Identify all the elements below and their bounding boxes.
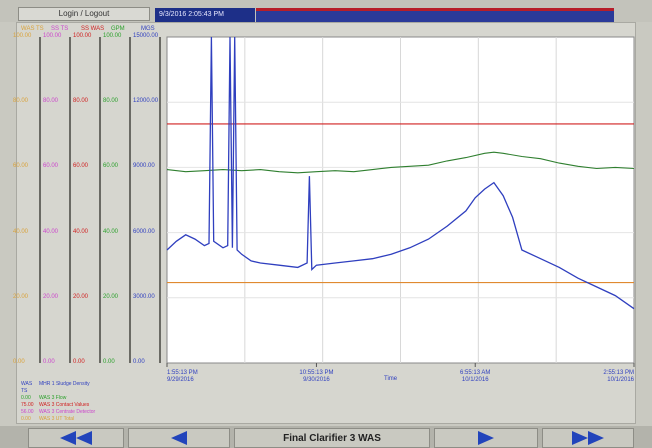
y-tick-label: 20.00 [13,293,29,300]
y-tick-label: 100.00 [73,33,92,39]
alarm-banner [256,8,614,22]
legend-row: 75.00 WAS 3 Contact Values [21,402,95,409]
axis-line-sludge [159,37,161,363]
x-tick-time: 1:55:13 PM [167,370,198,376]
axis-line-gph [129,37,131,363]
series-line-1 [166,36,635,310]
x-tick-date: 10/1/2016 [462,377,489,383]
legend-row: WAS TS MHR 1 Sludge Density [21,381,95,395]
y-tick-label: 3000.00 [133,293,155,300]
trend-chart: 1:55:13 PM9/29/2016 10:55:13 PM9/30/2016 6… [166,36,635,383]
legend-value: 56.00 [21,409,34,415]
legend-name: WAS 3 Contact Values [39,402,90,408]
legend-row: 56.00 WAS 3 Centrate Detector [21,409,95,416]
y-tick-label: 100.00 [13,33,32,39]
y-tick-label: 40.00 [73,228,89,235]
y-tick-label: 60.00 [43,163,59,170]
axis-header-sludge: MGS [141,26,155,32]
y-tick-label: 80.00 [43,98,59,105]
y-tick-label: 100.00 [43,33,62,39]
x-tick-time: 10:55:13 PM [299,370,333,376]
y-tick-label: 0.00 [13,359,25,365]
x-tick-date: 9/30/2016 [303,377,330,383]
login-logout-button[interactable]: Login / Logout [18,7,150,21]
trend-panel: WAS TS 100.00 80.00 60.00 40.00 20.00 0.00 SS T… [13,22,636,424]
legend-value: WAS TS [21,381,33,394]
fast-back-button[interactable] [28,428,124,448]
double-left-arrow-icon [60,431,76,445]
right-arrow-icon [478,431,494,445]
y-tick-label: 9000.00 [133,163,155,170]
y-tick-label: 80.00 [103,98,119,105]
screen-title: Final Clarifier 3 WAS [234,428,430,448]
y-tick-label: 0.00 [43,359,55,365]
double-left-arrow-icon [76,431,92,445]
y-tick-label: 0.00 [133,359,145,365]
legend-value: 0.00 [21,395,31,401]
navigation-bar: Final Clarifier 3 WAS [0,426,652,448]
y-tick-label: 60.00 [103,163,119,170]
legend-name: WAS 3 Flow [39,395,67,401]
title-strip: Login / Logout 9/3/2016 2:05:43 PM [0,0,652,22]
back-button[interactable] [128,428,230,448]
alarm-indicator [256,8,614,11]
axis-line-was_ts [39,37,41,363]
y-tick-label: 12000.00 [133,98,159,105]
y-tick-label: 60.00 [73,163,89,170]
x-tick-date: 9/29/2016 [167,377,194,383]
forward-button[interactable] [434,428,538,448]
timestamp-display: 9/3/2016 2:05:43 PM [155,8,255,22]
series-line-0 [166,151,635,174]
y-tick-label: 20.00 [73,293,89,300]
legend-name: WAS 3 UT Total [39,416,75,422]
axis-header-ss_ts: SS TS [51,26,69,32]
x-tick-time: 6:55:13 AM [460,370,490,376]
double-right-arrow-icon [588,431,604,445]
x-axis-label: Time [384,376,398,382]
legend-row: 0.00 WAS 3 UT Total [21,416,95,423]
y-tick-label: 20.00 [43,293,59,300]
fast-forward-button[interactable] [542,428,634,448]
y-tick-label: 40.00 [103,228,119,235]
legend-value: 75.00 [21,402,34,408]
legend-row: 0.00 WAS 3 Flow [21,395,95,402]
x-tick-time: 2:55:13 PM [603,370,634,376]
axis-header-gph: GPM [111,26,125,32]
y-tick-label: 100.00 [103,33,122,39]
left-arrow-icon [171,431,187,445]
y-tick-label: 6000.00 [133,228,155,235]
y-tick-label: 15000.00 [133,33,159,39]
legend-value: 0.00 [21,416,31,422]
axis-header-ss_was: SS WAS [81,26,105,32]
double-right-arrow-icon [572,431,588,445]
y-tick-label: 20.00 [103,293,119,300]
axis-line-ss_was [99,37,101,363]
y-tick-label: 40.00 [13,228,29,235]
y-tick-label: 60.00 [13,163,29,170]
legend: WAS TS MHR 1 Sludge Density 0.00 WAS 3 Flow… [21,381,95,423]
axis-line-ss_ts [69,37,71,363]
legend-name: MHR 1 Sludge Density [39,381,90,387]
y-tick-label: 80.00 [13,98,29,105]
y-tick-label: 80.00 [73,98,89,105]
axis-header-was_ts: WAS TS [21,26,44,32]
y-tick-label: 0.00 [73,359,85,365]
x-tick-date: 10/1/2016 [607,377,634,383]
y-tick-label: 40.00 [43,228,59,235]
y-tick-label: 0.00 [103,359,115,365]
legend-name: WAS 3 Centrate Detector [39,409,96,415]
